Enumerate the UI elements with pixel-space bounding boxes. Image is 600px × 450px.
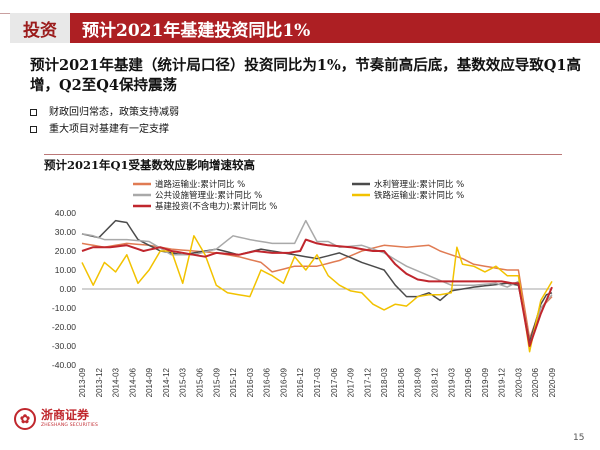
logo-english: ZHESHANG SECURITIES — [41, 423, 99, 428]
x-tick-label: 2019-09 — [481, 367, 490, 397]
x-tick-label: 2015-03 — [179, 367, 188, 397]
x-tick-label: 2014-09 — [145, 367, 154, 397]
x-tick-label: 2014-06 — [128, 367, 137, 397]
bullet-item: 重大项目对基建有一定支撑 — [30, 121, 179, 138]
x-tick-label: 2015-12 — [229, 367, 238, 397]
x-tick-label: 2013-09 — [78, 367, 87, 397]
x-tick-label: 2017-06 — [330, 367, 339, 397]
bullet-list: 财政回归常态，政策支持减弱 重大项目对基建有一定支撑 — [30, 104, 179, 138]
logo-emblem-icon: ✿ — [14, 408, 36, 430]
x-tick-label: 2020-06 — [531, 367, 540, 397]
logo-name: 浙商证券 — [41, 408, 90, 422]
square-bullet-icon — [30, 126, 37, 133]
x-tick-label: 2019-06 — [464, 367, 473, 397]
x-tick-label: 2015-06 — [196, 367, 205, 397]
y-tick-label: -10.00 — [52, 303, 76, 313]
x-tick-label: 2019-03 — [447, 367, 456, 397]
x-tick-label: 2020-03 — [514, 367, 523, 397]
section-tag: 投资 — [10, 13, 70, 43]
x-tick-label: 2016-03 — [246, 367, 255, 397]
x-tick-label: 2018-09 — [414, 367, 423, 397]
chart-title: 预计2021年Q1受基数效应影响增速较高 — [44, 158, 256, 172]
series-line — [81, 235, 553, 353]
series-line — [81, 238, 553, 347]
series-line — [81, 219, 553, 347]
page-number: 15 — [573, 433, 585, 443]
x-tick-label: 2017-03 — [313, 367, 322, 397]
y-tick-label: 10.00 — [55, 265, 77, 275]
x-tick-label: 2017-12 — [363, 367, 372, 397]
x-tick-label: 2020-09 — [548, 367, 557, 397]
y-tick-label: -20.00 — [52, 322, 76, 332]
headline: 预计2021年基建（统计局口径）投资同比为1%，节奏前高后底，基数效应导致Q1高… — [30, 57, 581, 94]
series-line — [81, 242, 553, 340]
x-tick-label: 2016-06 — [263, 367, 272, 397]
legend-label: 基建投资(不含电力):累计同比 % — [155, 201, 277, 212]
bullet-item: 财政回归常态，政策支持减弱 — [30, 104, 179, 121]
x-tick-label: 2019-12 — [498, 367, 507, 397]
square-bullet-icon — [30, 109, 37, 116]
x-tick-label: 2014-12 — [162, 367, 171, 397]
y-tick-label: 30.00 — [55, 227, 77, 237]
bullet-text: 重大项目对基建有一定支撑 — [49, 124, 169, 135]
x-tick-label: 2018-03 — [380, 367, 389, 397]
x-tick-label: 2015-09 — [212, 367, 221, 397]
legend-label: 道路运输业:累计同比 % — [155, 179, 245, 190]
company-logo: ✿ 浙商证券 ZHESHANG SECURITIES — [14, 408, 98, 430]
x-tick-label: 2018-12 — [431, 367, 440, 397]
legend-label: 铁路运输业:累计同比 % — [374, 190, 464, 201]
chart-divider — [44, 154, 562, 155]
x-tick-label: 2014-03 — [112, 367, 121, 397]
bullet-text: 财政回归常态，政策支持减弱 — [49, 107, 179, 118]
legend-label: 公共设施管理业:累计同比 % — [155, 190, 262, 201]
legend-label: 水利管理业:累计同比 % — [374, 179, 464, 190]
x-tick-label: 2016-12 — [296, 367, 305, 397]
x-tick-label: 2018-06 — [397, 367, 406, 397]
y-tick-label: 40.00 — [55, 208, 77, 218]
y-tick-label: 20.00 — [55, 246, 77, 256]
page-title: 预计2021年基建投资同比1% — [70, 13, 600, 43]
x-tick-label: 2016-09 — [279, 367, 288, 397]
y-tick-label: 0.00 — [59, 284, 76, 294]
y-tick-label: -30.00 — [52, 341, 76, 351]
x-tick-label: 2013-12 — [95, 367, 104, 397]
y-tick-label: -40.00 — [52, 360, 76, 370]
x-tick-label: 2017-09 — [347, 367, 356, 397]
